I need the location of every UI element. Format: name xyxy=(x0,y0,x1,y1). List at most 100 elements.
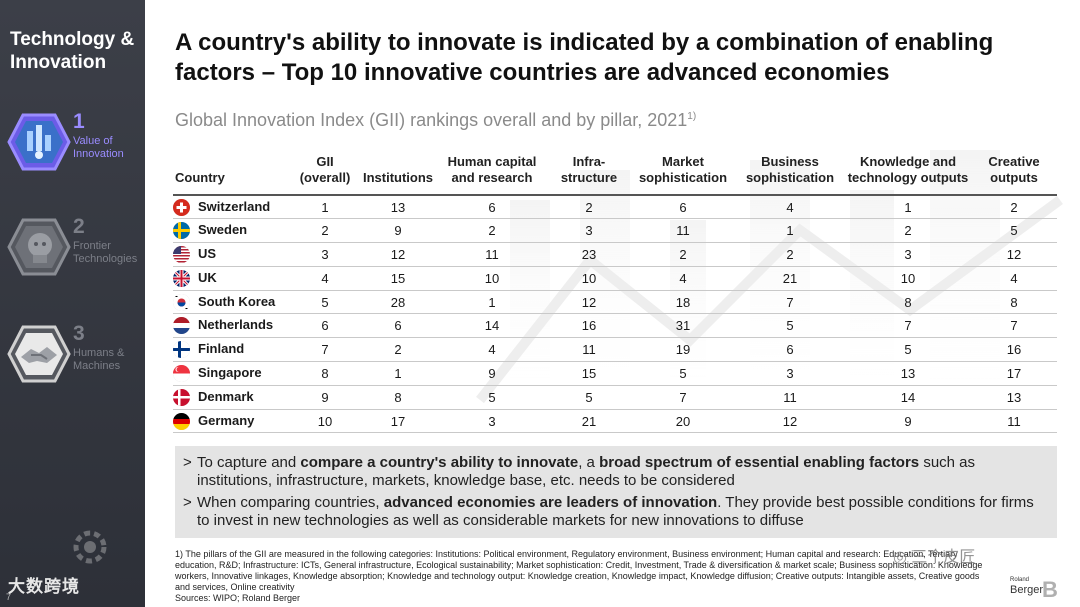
rank-cell: 7 xyxy=(845,313,971,339)
country-name: Singapore xyxy=(198,364,262,380)
rank-cell: 2 xyxy=(359,337,437,363)
text-run-bold: advanced economies are leaders of innova… xyxy=(383,494,718,511)
rank-cell: 13 xyxy=(971,385,1057,410)
flag-uk-icon xyxy=(173,269,190,287)
flag-sg-icon xyxy=(173,365,190,382)
nav-item-frontier-technologies[interactable]: 2 Frontier Technologies xyxy=(0,213,145,283)
rank-cell: 20 xyxy=(631,409,735,434)
rank-cell: 17 xyxy=(359,409,437,434)
rank-cell: 7 xyxy=(971,313,1057,339)
table-row: Finland 7 2 4 11 19 6 5 16 xyxy=(173,337,1057,363)
rank-cell: 5 xyxy=(845,337,971,363)
rank-cell: 11 xyxy=(735,385,845,410)
country-cell: Netherlands xyxy=(173,313,291,339)
text-run: When comparing countries, xyxy=(197,494,384,511)
text-run-bold: compare a country's ability to innovate xyxy=(300,454,579,471)
rank-cell: 13 xyxy=(845,361,971,386)
rank-cell: 8 xyxy=(291,361,359,386)
rank-cell: 3 xyxy=(291,242,359,267)
nav-item-value-of-innovation[interactable]: 1 Value of Innovation xyxy=(0,108,145,178)
country-name: Finland xyxy=(198,341,245,357)
gear-icon xyxy=(73,530,107,564)
sidebar: Technology & Innovation 1 Value of Innov… xyxy=(0,0,145,607)
innovation-hexagon-icon xyxy=(7,113,71,171)
rank-cell: 6 xyxy=(735,337,845,363)
flag-se-icon xyxy=(173,222,190,240)
page-subtitle: Global Innovation Index (GII) rankings o… xyxy=(175,110,696,131)
country-cell: US xyxy=(173,242,291,267)
rank-cell: 10 xyxy=(547,266,631,291)
key-takeaways-box: > To capture and compare a country's abi… xyxy=(175,446,1057,538)
country-name: South Korea xyxy=(198,293,276,309)
rank-cell: 6 xyxy=(359,313,437,339)
rank-cell: 3 xyxy=(547,218,631,244)
wechat-icon: ◎ xyxy=(893,549,907,566)
rank-cell: 12 xyxy=(359,242,437,267)
watermark-text: 大数跨境 xyxy=(8,577,80,596)
nav-label: Value of Innovation xyxy=(73,135,124,160)
rank-cell: 2 xyxy=(437,218,547,244)
logo-mark: B xyxy=(1042,577,1058,602)
rank-cell: 16 xyxy=(971,337,1057,363)
table-row: Netherlands 6 6 14 16 31 5 7 7 xyxy=(173,313,1057,339)
country-cell: Switzerland xyxy=(173,195,291,220)
rank-cell: 17 xyxy=(971,361,1057,386)
rank-cell: 14 xyxy=(845,385,971,410)
rank-cell: 4 xyxy=(631,266,735,291)
table-row: Switzerland 1 13 6 2 6 4 1 2 xyxy=(173,195,1057,220)
rank-cell: 5 xyxy=(437,385,547,410)
flag-dk-icon xyxy=(173,388,190,406)
column-header: Business sophistication xyxy=(735,154,845,196)
rank-cell: 16 xyxy=(547,313,631,339)
rank-cell: 18 xyxy=(631,290,735,315)
wechat-watermark: ◎ 三个皮匠 xyxy=(893,543,975,567)
country-cell: UK xyxy=(173,266,291,291)
rank-cell: 31 xyxy=(631,313,735,339)
rank-cell: 2 xyxy=(631,242,735,267)
nav-label: Humans & Machines xyxy=(73,347,125,372)
rank-cell: 6 xyxy=(631,195,735,220)
table-row: Sweden 2 9 2 3 11 1 2 5 xyxy=(173,218,1057,244)
rank-cell: 11 xyxy=(547,337,631,363)
rank-cell: 10 xyxy=(845,266,971,291)
rank-cell: 2 xyxy=(735,242,845,267)
flag-de-icon xyxy=(173,412,190,430)
handshake-hexagon-icon xyxy=(7,325,71,383)
takeaway-text: To capture and compare a country's abili… xyxy=(197,454,1049,490)
footnote-sources: Sources: WIPO; Roland Berger xyxy=(175,593,301,603)
bullet-arrow: > xyxy=(183,454,192,471)
rank-cell: 15 xyxy=(547,361,631,386)
text-run: , a xyxy=(578,454,600,471)
rank-cell: 10 xyxy=(291,409,359,434)
country-name: Switzerland xyxy=(198,198,271,214)
takeaway-bullet: > To capture and compare a country's abi… xyxy=(183,454,1049,490)
table-body: Switzerland 1 13 6 2 6 4 1 2 Sweden 2 9 2 3 11 1 2 5 US 3 12… xyxy=(173,195,1057,434)
rank-cell: 5 xyxy=(291,290,359,315)
rank-cell: 1 xyxy=(359,361,437,386)
rank-cell: 6 xyxy=(437,195,547,220)
rank-cell: 14 xyxy=(437,313,547,339)
bullet-arrow: > xyxy=(183,494,192,511)
rank-cell: 11 xyxy=(437,242,547,267)
flag-fi-icon xyxy=(173,341,190,359)
rank-cell: 2 xyxy=(291,218,359,244)
column-header: Human capital and research xyxy=(437,154,547,196)
rank-cell: 12 xyxy=(735,409,845,434)
gii-rankings-table: Country GII (overall) Institutions Human… xyxy=(173,154,1057,434)
rank-cell: 19 xyxy=(631,337,735,363)
table-header-row: Country GII (overall) Institutions Human… xyxy=(173,154,1057,196)
table-row: US 3 12 11 23 2 2 3 12 xyxy=(173,242,1057,267)
country-cell: Finland xyxy=(173,337,291,363)
country-name: UK xyxy=(198,269,217,285)
table-row: UK 4 15 10 10 4 21 10 4 xyxy=(173,266,1057,291)
text-run: such as institutions, infrastructure, ma… xyxy=(197,454,976,489)
column-header: Country xyxy=(173,154,291,196)
table-row: South Korea 5 28 1 12 18 7 8 8 xyxy=(173,290,1057,315)
nav-item-humans-machines[interactable]: 3 Humans & Machines xyxy=(0,320,145,390)
rank-cell: 8 xyxy=(845,290,971,315)
subtitle-footnote-ref: 1) xyxy=(687,111,697,122)
rank-cell: 9 xyxy=(359,218,437,244)
rank-cell: 1 xyxy=(437,290,547,315)
rank-cell: 1 xyxy=(291,195,359,220)
rank-cell: 21 xyxy=(547,409,631,434)
